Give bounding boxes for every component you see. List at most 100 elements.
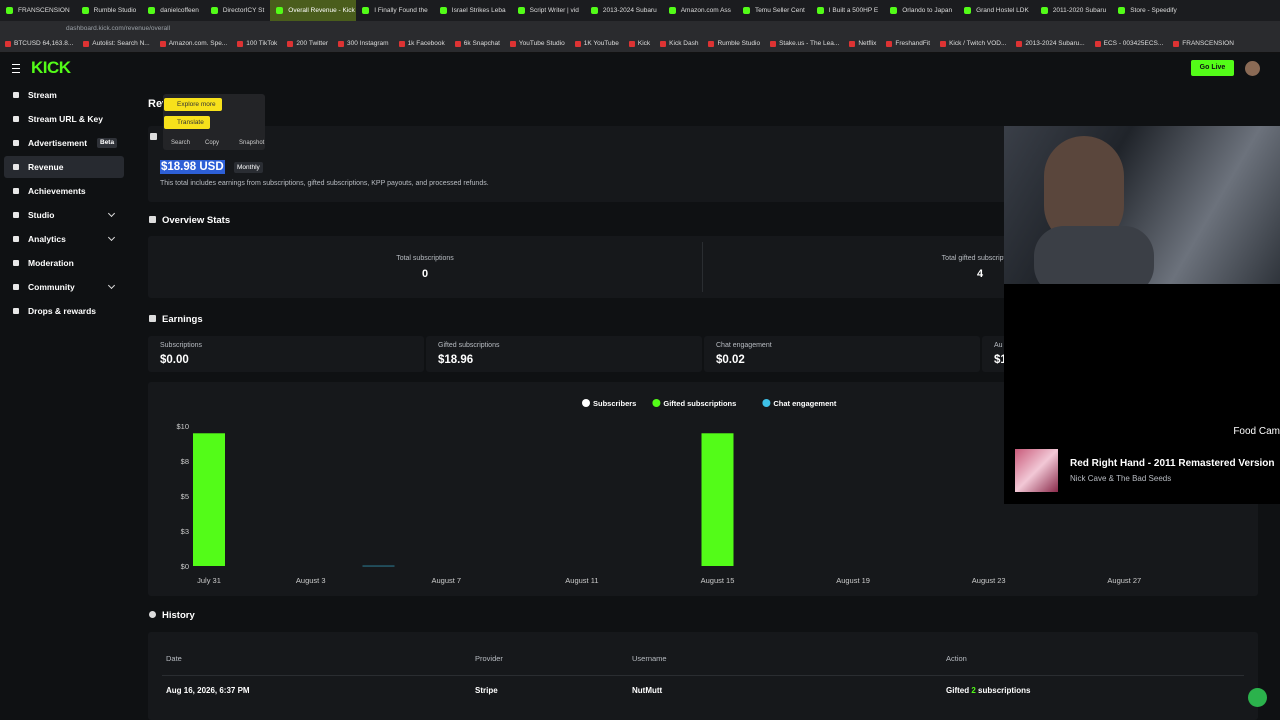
icon — [149, 315, 156, 322]
nav-item[interactable]: Stream URL & Key — [4, 108, 124, 130]
bookmark[interactable]: 1K YouTube — [570, 36, 624, 52]
browser-tab[interactable]: I Built a 500HP E — [811, 0, 884, 21]
column-header: Provider — [475, 654, 503, 663]
chevron — [107, 209, 116, 218]
icon — [149, 216, 156, 223]
nav-label: Drops & rewards — [28, 306, 97, 316]
nav-label: Analytics — [28, 234, 66, 244]
x-tick-label: August 7 — [431, 576, 461, 585]
nav-icon — [13, 212, 19, 218]
bookmark[interactable]: Amazon.com. Spe... — [155, 36, 233, 52]
bookmark[interactable]: BTCUSD 64,163.8... — [0, 36, 78, 52]
browser-tab[interactable]: Script Writer | vid — [512, 0, 585, 21]
browser-tab[interactable]: FRANSCENSION — [0, 0, 76, 21]
webcam — [1004, 126, 1280, 284]
browser-tab[interactable]: Store - Speedify — [1112, 0, 1183, 21]
bookmarks-bar: BTCUSD 64,163.8... Autolist: Search N... A… — [0, 36, 1280, 53]
bookmark[interactable]: Rumble Studio — [703, 36, 765, 52]
nav-icon — [13, 164, 19, 170]
nav-item[interactable]: Stream — [4, 84, 124, 106]
bookmark[interactable]: FreshandFit — [881, 36, 935, 52]
legend-label: Chat engagement — [773, 399, 836, 408]
earnings-label: Chat engagement — [716, 342, 772, 349]
nav-label: Revenue — [28, 162, 64, 172]
bookmark[interactable]: 200 Twitter — [282, 36, 333, 52]
bookmark[interactable]: ECS - 003425ECS... — [1090, 36, 1169, 52]
popup-action[interactable]: Snapshot — [239, 140, 265, 146]
stat-value: 4 — [976, 268, 984, 280]
bookmark[interactable]: Netflix — [844, 36, 881, 52]
legend-label: Subscribers — [593, 399, 636, 408]
x-tick-label: August 15 — [701, 576, 735, 585]
bookmark[interactable]: Stake.us - The Lea... — [765, 36, 844, 52]
y-tick-label: $10 — [176, 422, 189, 431]
action-text: Gifted — [946, 686, 970, 695]
browser-tab[interactable]: Orlando to Japan — [884, 0, 958, 21]
selection-popup: Explore more Translate Search Copy Snapsho… — [163, 94, 265, 150]
nav-item[interactable]: Community — [4, 276, 124, 298]
browser-tab[interactable]: I Finally Found the — [356, 0, 433, 21]
browser-tab[interactable]: 2011-2020 Subaru — [1035, 0, 1112, 21]
y-tick-label: $5 — [181, 492, 189, 501]
table-cell: Stripe — [475, 686, 498, 695]
chart: $10 $8 $5 $3 $0 Subscribers Gifted subscriptio… — [176, 399, 1141, 585]
browser-tab[interactable]: Grand Hostel LDK — [958, 0, 1035, 21]
overlay-label: Food Cam — [1233, 426, 1280, 437]
stat-label: Total subscriptions — [396, 255, 454, 262]
bookmark[interactable]: Autolist: Search N... — [78, 36, 154, 52]
bookmark[interactable]: 6k Snapchat — [450, 36, 505, 52]
translate-button[interactable]: Translate — [164, 116, 210, 129]
track-title: Red Right Hand - 2011 Remastered Version — [1070, 458, 1275, 469]
browser-tab[interactable]: Amazon.com Ass — [663, 0, 737, 21]
music-overlay: Food Cam Red Right Hand - 2011 Remastere… — [1004, 284, 1280, 504]
browser-tab[interactable]: DirectorICY St — [205, 0, 270, 21]
bookmark[interactable]: YouTube Studio — [505, 36, 570, 52]
bookmark[interactable]: Kick / Twitch VOD... — [935, 36, 1011, 52]
nav-item[interactable]: Revenue — [4, 156, 124, 178]
nav-item[interactable]: Analytics — [4, 228, 124, 250]
popup-action[interactable]: Copy — [205, 140, 220, 146]
bookmark[interactable]: 1k Facebook — [394, 36, 450, 52]
nav-icon — [13, 236, 19, 242]
x-tick-label: August 19 — [836, 576, 870, 585]
browser-tab[interactable]: 2013-2024 Subaru — [585, 0, 663, 21]
menu-button[interactable] — [12, 64, 20, 73]
popup-action[interactable]: Search — [171, 140, 191, 146]
earnings-value: $0.00 — [160, 354, 189, 366]
bookmark[interactable]: 300 Instagram — [333, 36, 394, 52]
url[interactable]: dashboard.kick.com/revenue/overall — [66, 25, 171, 32]
x-tick-label: August 23 — [972, 576, 1006, 585]
browser-tab[interactable]: Israel Strikes Leba — [434, 0, 512, 21]
nav-icon — [13, 260, 19, 266]
nav-item[interactable]: Achievements — [4, 180, 124, 202]
explore-button[interactable]: Explore more — [164, 98, 222, 111]
bookmark[interactable]: 2013-2024 Subaru... — [1011, 36, 1089, 52]
browser-tab[interactable]: Rumble Studio — [76, 0, 143, 21]
y-tick-label: $8 — [181, 457, 189, 466]
nav-item[interactable]: Moderation — [4, 252, 124, 274]
divider — [702, 242, 703, 292]
x-tick-label: July 31 — [197, 576, 221, 585]
go-live-button[interactable]: Go Live — [1191, 60, 1234, 76]
bar — [701, 433, 734, 566]
nav-label: Studio — [28, 210, 55, 220]
nav-item[interactable]: Advertisement Beta — [4, 132, 124, 154]
chevron — [107, 233, 116, 242]
browser-tab[interactable]: Overall Revenue - Kick Da — [270, 0, 357, 21]
earnings-value: $18.96 — [438, 354, 474, 366]
bookmark[interactable]: FRANSCENSION — [1168, 36, 1239, 52]
bookmark[interactable]: Kick — [624, 36, 655, 52]
browser-tab[interactable]: Temu Seller Cent — [737, 0, 811, 21]
browser-tab[interactable]: danielcoffeen — [142, 0, 205, 21]
bookmark[interactable]: 100 TikTok — [232, 36, 282, 52]
nav-label: Moderation — [28, 258, 74, 268]
bookmark[interactable]: Kick Dash — [655, 36, 703, 52]
bar — [193, 433, 225, 566]
logo[interactable]: KICK — [31, 58, 71, 77]
avatar[interactable] — [1245, 61, 1260, 76]
divider — [162, 675, 1244, 676]
chat-button[interactable] — [1248, 688, 1267, 707]
nav-badge: Beta — [97, 138, 118, 148]
nav-item[interactable]: Drops & rewards — [4, 300, 124, 322]
nav-item[interactable]: Studio — [4, 204, 124, 226]
